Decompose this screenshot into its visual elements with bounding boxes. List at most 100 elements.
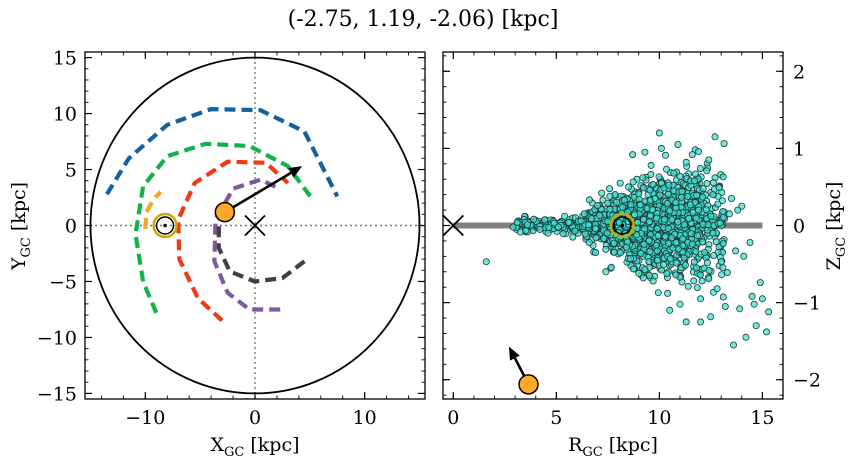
sample-star-point bbox=[599, 196, 607, 204]
sample-star-point bbox=[672, 198, 680, 206]
sample-star-point bbox=[662, 151, 670, 159]
x-tick-label: 0 bbox=[249, 407, 261, 429]
sample-star-point bbox=[587, 215, 595, 223]
sample-star-point bbox=[646, 218, 654, 226]
right-galactic-center-marker-stroke-b bbox=[443, 214, 464, 237]
y-tick-label: −1 bbox=[793, 293, 821, 315]
sample-star-point bbox=[672, 259, 680, 267]
sample-star-point bbox=[716, 219, 724, 227]
sample-star-point bbox=[723, 268, 731, 276]
y-tick-label: −2 bbox=[793, 370, 821, 392]
sample-star-point bbox=[693, 264, 701, 272]
sample-star-point bbox=[513, 218, 521, 226]
sample-star-point bbox=[613, 198, 621, 206]
sample-star-point bbox=[707, 212, 715, 220]
sample-star-point bbox=[681, 261, 689, 269]
sample-star-point bbox=[602, 245, 610, 253]
left-x-axis-label: XGC [kpc] bbox=[210, 434, 299, 460]
sample-star-point bbox=[580, 210, 588, 218]
sample-star-point bbox=[651, 194, 659, 202]
sample-star-point bbox=[702, 206, 710, 214]
sample-star-point bbox=[639, 274, 647, 282]
sample-star-point bbox=[705, 156, 713, 164]
sample-star-point bbox=[657, 179, 665, 187]
sample-star-point bbox=[686, 201, 694, 209]
sample-star-point bbox=[736, 305, 744, 313]
spiral-arm bbox=[105, 107, 340, 198]
sample-star-point bbox=[559, 230, 567, 238]
sample-star-point bbox=[569, 233, 577, 241]
sample-star-point bbox=[602, 268, 610, 276]
sample-star-point bbox=[668, 216, 676, 224]
sample-star-point bbox=[742, 333, 750, 341]
sample-star-point bbox=[606, 185, 614, 193]
sample-star-point bbox=[606, 192, 614, 200]
spiral-arm bbox=[143, 190, 163, 230]
sample-star-point bbox=[690, 277, 698, 285]
left-plot-content bbox=[85, 52, 425, 399]
sample-star-point bbox=[678, 188, 686, 196]
sample-star-point bbox=[699, 238, 707, 246]
sample-star-point bbox=[664, 199, 672, 207]
sample-star-point bbox=[718, 271, 726, 279]
sample-star-point bbox=[581, 230, 589, 238]
sample-star-point bbox=[684, 282, 692, 290]
left-ticks: −10 0 10 −15 −10 −5 0 5 10 15 bbox=[37, 48, 425, 429]
sample-star-point bbox=[672, 271, 680, 279]
galactic-center-marker-stroke-b bbox=[244, 214, 266, 237]
y-tick-label: −15 bbox=[37, 383, 77, 405]
sample-star-point bbox=[536, 225, 544, 233]
sample-star-point bbox=[598, 189, 606, 197]
sample-star-point bbox=[653, 247, 661, 255]
sample-star-point bbox=[710, 251, 718, 259]
sample-star-point bbox=[530, 215, 538, 223]
sample-star-point bbox=[577, 217, 585, 225]
sample-star-point bbox=[712, 238, 720, 246]
sample-star-point bbox=[666, 207, 674, 215]
sample-star-point bbox=[641, 148, 649, 156]
spiral-arm bbox=[133, 141, 314, 314]
sample-star-point bbox=[698, 277, 706, 285]
sample-star-point bbox=[718, 197, 726, 205]
sample-star-point bbox=[620, 196, 628, 204]
sample-star-point bbox=[544, 229, 552, 237]
sample-star-point bbox=[640, 240, 648, 248]
y-tick-label: 0 bbox=[65, 216, 77, 238]
left-xlabel-unit: [kpc] bbox=[244, 434, 299, 456]
left-ylabel-unit: [kpc] bbox=[8, 182, 30, 237]
sample-star-point bbox=[635, 269, 643, 277]
sample-star-point bbox=[665, 239, 673, 247]
sample-star-point bbox=[625, 183, 633, 191]
sample-star-point bbox=[592, 234, 600, 242]
sample-star-point bbox=[565, 218, 573, 226]
sample-star-point bbox=[690, 177, 698, 185]
y-tick-label: −5 bbox=[49, 271, 77, 293]
sample-star-point bbox=[663, 165, 671, 173]
spiral-arm bbox=[212, 177, 281, 312]
sample-star-point bbox=[690, 258, 698, 266]
right-ticks: 0 5 10 15 −2 −1 0 1 2 bbox=[443, 52, 821, 429]
sample-star-point bbox=[703, 167, 711, 175]
figure-title: (-2.75, 1.19, -2.06) [kpc] bbox=[288, 7, 559, 32]
sample-star-point bbox=[720, 140, 728, 148]
spiral-arm bbox=[176, 159, 290, 323]
sample-star-point bbox=[695, 206, 703, 214]
right-ylabel-main: Z bbox=[823, 257, 845, 270]
sample-star-point bbox=[636, 201, 644, 209]
sample-star-point bbox=[719, 207, 727, 215]
sample-star-point bbox=[703, 179, 711, 187]
left-xlabel-sub: GC bbox=[224, 445, 244, 460]
sample-star-point bbox=[649, 180, 657, 188]
sample-star-point bbox=[719, 240, 727, 248]
sample-star-point bbox=[697, 295, 705, 303]
sample-star-point bbox=[656, 191, 664, 199]
right-x-axis-label: RGC [kpc] bbox=[568, 434, 658, 460]
right-xlabel-main: R bbox=[568, 434, 583, 456]
sample-star-point bbox=[714, 200, 722, 208]
sample-star-point bbox=[654, 232, 662, 240]
sample-star-point bbox=[610, 248, 618, 256]
left-ylabel-main: Y bbox=[8, 257, 30, 271]
sample-star-point bbox=[607, 263, 615, 271]
sample-star-point bbox=[643, 204, 651, 212]
